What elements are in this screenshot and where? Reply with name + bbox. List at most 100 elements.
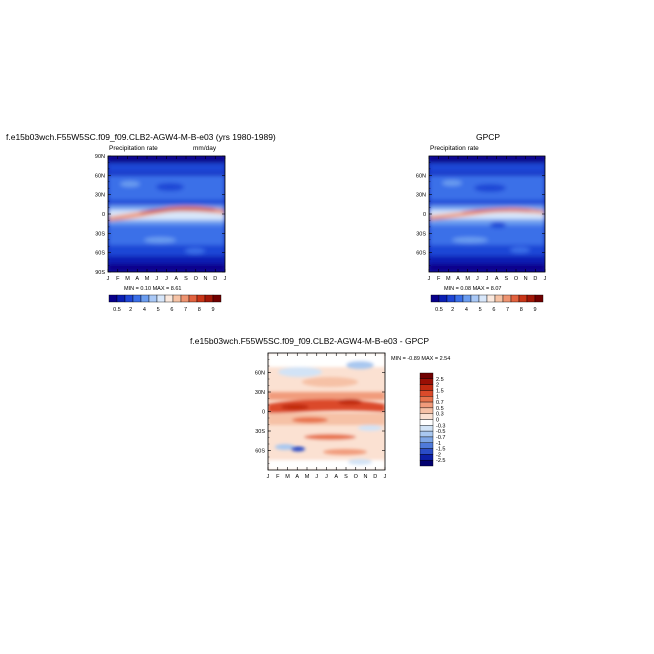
x-tick-label: A xyxy=(295,474,299,480)
colorbar-label: -0.5 xyxy=(436,429,445,435)
panel-model-title: f.e15b03wch.F55W5SC.f09_f09.CLB2-AGW4-M-… xyxy=(6,132,276,142)
panel-obs-title: GPCP xyxy=(476,132,501,142)
x-tick-label: M xyxy=(285,474,290,480)
colorbar-label: 2 xyxy=(129,307,132,313)
colorbar-swatch xyxy=(419,448,434,455)
x-tick-label: D xyxy=(373,474,377,480)
colorbar-swatch xyxy=(478,294,488,303)
colorbar-swatch xyxy=(419,442,434,449)
x-tick-label: M xyxy=(145,276,150,282)
panel-model-stats: MIN = 0.10 MAX = 8.61 xyxy=(124,286,182,292)
y-tick-label: 60S xyxy=(416,251,426,257)
colorbar-label: 9 xyxy=(211,307,214,313)
colorbar-swatch xyxy=(486,294,496,303)
colorbar-swatch xyxy=(438,294,448,303)
colorbar-swatch xyxy=(204,294,214,303)
y-tick-label: 30S xyxy=(95,231,105,237)
colorbar-swatch xyxy=(188,294,198,303)
y-tick-label: 60S xyxy=(95,251,105,257)
x-tick-label: J xyxy=(315,474,318,480)
colorbar-swatch xyxy=(419,396,434,403)
colorbar-swatch xyxy=(196,294,206,303)
x-tick-label: M xyxy=(465,276,470,282)
colorbar-label: 6 xyxy=(492,307,495,313)
colorbar-label: 6 xyxy=(170,307,173,313)
x-tick-label: F xyxy=(437,276,441,282)
colorbar-label: -2.5 xyxy=(436,458,445,464)
colorbar-label: 2 xyxy=(451,307,454,313)
colorbar-label: 0.5 xyxy=(113,307,121,313)
panel-model-units: mm/day xyxy=(193,145,217,152)
colorbar-swatch xyxy=(156,294,166,303)
colorbar-label: -2 xyxy=(436,452,441,458)
colorbar-swatch xyxy=(419,413,434,420)
x-tick-label: J xyxy=(165,276,168,282)
x-tick-label: J xyxy=(384,474,387,480)
x-tick-label: A xyxy=(135,276,139,282)
colorbar-label: 5 xyxy=(157,307,160,313)
x-tick-label: S xyxy=(184,276,188,282)
y-tick-label: 90N xyxy=(95,154,105,160)
panel-obs-subtitle: Precipitation rate xyxy=(430,145,479,152)
x-tick-label: N xyxy=(204,276,208,282)
x-tick-label: M xyxy=(446,276,451,282)
x-tick-label: O xyxy=(514,276,519,282)
colorbar-label: -0.7 xyxy=(436,435,445,441)
colorbar-swatch xyxy=(419,425,434,432)
x-tick-label: M xyxy=(125,276,130,282)
colorbar-swatch xyxy=(419,459,434,467)
colorbar-swatch xyxy=(454,294,464,303)
colorbar-label: 1 xyxy=(436,394,439,400)
colorbar-swatch xyxy=(132,294,142,303)
x-tick-label: J xyxy=(155,276,158,282)
y-tick-label: 30S xyxy=(416,231,426,237)
x-tick-label: N xyxy=(524,276,528,282)
y-tick-label: 30N xyxy=(255,390,265,396)
x-tick-label: A xyxy=(174,276,178,282)
colorbar-swatch xyxy=(430,294,440,303)
colorbar-label: 8 xyxy=(198,307,201,313)
panel-obs-stats: MIN = 0.08 MAX = 8.07 xyxy=(444,286,502,292)
x-tick-label: D xyxy=(533,276,537,282)
colorbar-swatch xyxy=(462,294,472,303)
colorbar-swatch xyxy=(446,294,456,303)
x-tick-label: J xyxy=(224,276,227,282)
x-tick-label: D xyxy=(213,276,217,282)
panel-diff-title: f.e15b03wch.F55W5SC.f09_f09.CLB2-AGW4-M-… xyxy=(190,336,430,346)
colorbar-swatch xyxy=(534,294,544,303)
y-tick-label: 0 xyxy=(262,410,265,416)
x-tick-label: N xyxy=(364,474,368,480)
x-tick-label: A xyxy=(495,276,499,282)
colorbar-swatch xyxy=(419,419,434,426)
panel-model-subtitle: Precipitation rate xyxy=(109,145,158,152)
x-tick-label: J xyxy=(325,474,328,480)
colorbar-label: 0.3 xyxy=(436,412,444,418)
colorbar-swatch xyxy=(419,430,434,438)
colorbar-swatch xyxy=(172,294,182,303)
colorbar-swatch xyxy=(470,294,480,303)
colorbar-label: 4 xyxy=(143,307,146,313)
colorbar-label: 0 xyxy=(436,418,439,424)
colorbar-label: -1.5 xyxy=(436,447,445,453)
colorbar-swatch xyxy=(510,294,520,303)
colorbar-label: 2 xyxy=(436,383,439,389)
colorbar-swatch xyxy=(116,294,126,303)
x-tick-label: M xyxy=(305,474,310,480)
x-tick-label: A xyxy=(334,474,338,480)
x-tick-label: F xyxy=(276,474,280,480)
x-tick-label: O xyxy=(354,474,359,480)
x-tick-label: J xyxy=(476,276,479,282)
y-tick-label: 30N xyxy=(416,193,426,199)
colorbar-label: -1 xyxy=(436,441,441,447)
colorbar-swatch xyxy=(419,384,434,391)
x-tick-label: J xyxy=(428,276,431,282)
colorbar-label: -0.3 xyxy=(436,423,445,429)
colorbar-swatch xyxy=(419,401,434,409)
x-tick-label: A xyxy=(456,276,460,282)
heatmap-obs xyxy=(429,156,545,272)
colorbar-label: 1.5 xyxy=(436,388,444,394)
x-tick-label: F xyxy=(116,276,120,282)
colorbar-swatch xyxy=(124,294,134,303)
colorbar-swatch xyxy=(419,372,434,380)
